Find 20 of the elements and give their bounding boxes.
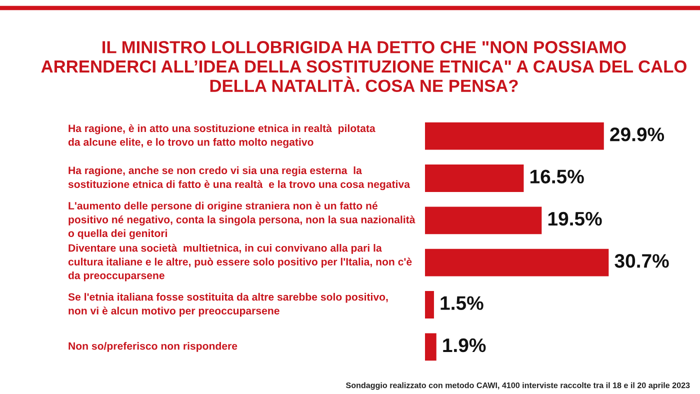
y-tick-label: Ha ragione, è in atto una sostituzione etnica in realtà pilotata da alcune elite, e lo trovo un fatto molto negativo: [68, 124, 376, 148]
text: Sondaggio realizzato con metodo CAWI, 4100 interviste raccolte tra il 18 e il 20 aprile 2023: [346, 382, 690, 390]
chart-title: IL MINISTRO LOLLOBRIGIDA HA DETTO CHE "NON POSSIAMO ARRENDERCI ALL’IDEA DELLA SOSTITUZIONE ETNICA" A CAUSA DEL CALO DELLA NATALITÀ. COSA NE PENSA?: [41, 41, 686, 92]
bar: [425, 122, 604, 150]
data-label: 1.9%: [443, 338, 486, 352]
data-label: 30.7%: [614, 254, 669, 268]
data-label: 16.5%: [530, 170, 584, 184]
y-tick-label: Diventare una società multietnica, in cui convivano alla pari la cultura italiane e le altre, può essere solo positivo per l'Italia, non c'è da preoccuparsene: [68, 244, 412, 282]
bar: [425, 206, 542, 234]
y-tick-label: L'aumento delle persone di origine straniera non è un fatto né positivo né negativo, conta la singola persona, non la sua nazionalità o quella dei genitori: [68, 202, 416, 240]
bar: [425, 164, 524, 192]
bar: [425, 333, 436, 361]
data-label: 1.5%: [440, 296, 484, 310]
bar: [425, 248, 609, 276]
bar: [425, 291, 434, 318]
y-tick-label: Ha ragione, anche se non credo vi sia una regia esterna la sostituzione etnica di fatto è una realtà e la trovo una cosa negativa: [68, 166, 410, 190]
y-tick-label: Se l'etnia italiana fosse sostituita da altre sarebbe solo positivo, non vi è alcun motivo per preoccuparsene: [68, 292, 388, 317]
data-label: 19.5%: [548, 212, 602, 226]
data-label: 29.9%: [610, 128, 664, 142]
y-tick-label: Non so/preferisco non rispondere: [68, 342, 238, 352]
